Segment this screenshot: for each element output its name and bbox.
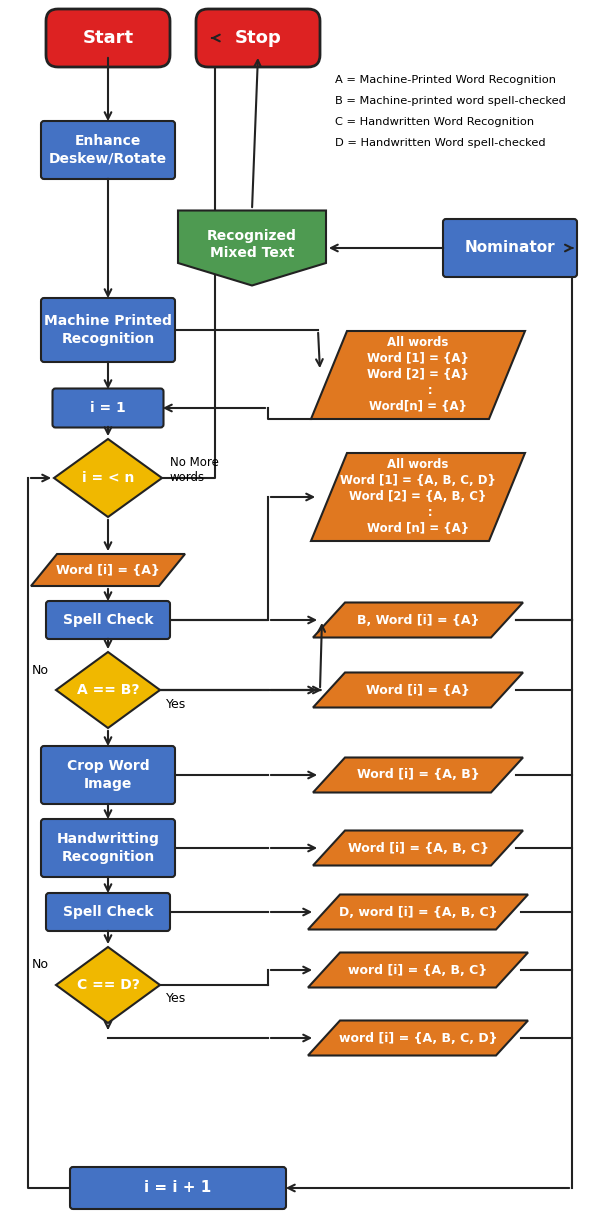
- Text: Machine Printed
Recognition: Machine Printed Recognition: [44, 314, 172, 346]
- FancyBboxPatch shape: [46, 601, 170, 639]
- Text: D, word [i] = {A, B, C}: D, word [i] = {A, B, C}: [339, 906, 497, 919]
- Polygon shape: [313, 602, 523, 637]
- Text: Word [i] = {A}: Word [i] = {A}: [366, 684, 470, 696]
- Polygon shape: [54, 439, 162, 517]
- FancyBboxPatch shape: [41, 298, 175, 362]
- Text: Handwritting
Recognition: Handwritting Recognition: [57, 833, 160, 864]
- Text: Crop Word
Image: Crop Word Image: [67, 759, 149, 791]
- FancyBboxPatch shape: [443, 219, 577, 277]
- Text: Enhance
Deskew/Rotate: Enhance Deskew/Rotate: [49, 134, 167, 165]
- Polygon shape: [308, 952, 528, 988]
- FancyBboxPatch shape: [41, 819, 175, 877]
- Text: Start: Start: [83, 30, 134, 47]
- Text: Yes: Yes: [166, 993, 186, 1005]
- Text: Spell Check: Spell Check: [63, 906, 153, 919]
- FancyBboxPatch shape: [70, 1167, 286, 1209]
- Text: Word [i] = {A}: Word [i] = {A}: [56, 563, 160, 577]
- Polygon shape: [313, 673, 523, 707]
- Text: Yes: Yes: [166, 697, 186, 711]
- FancyBboxPatch shape: [46, 9, 170, 67]
- Polygon shape: [308, 1020, 528, 1056]
- Polygon shape: [313, 758, 523, 792]
- Polygon shape: [31, 554, 185, 586]
- Text: Spell Check: Spell Check: [63, 614, 153, 627]
- Text: All words
Word [1] = {A}
Word [2] = {A}
      :
Word[n] = {A}: All words Word [1] = {A} Word [2] = {A} …: [367, 336, 469, 414]
- Text: No: No: [31, 958, 49, 972]
- FancyBboxPatch shape: [41, 121, 175, 179]
- Polygon shape: [178, 211, 326, 286]
- Text: C == D?: C == D?: [76, 978, 139, 992]
- Text: i = < n: i = < n: [82, 471, 134, 485]
- FancyBboxPatch shape: [196, 9, 320, 67]
- Text: Stop: Stop: [235, 30, 282, 47]
- Polygon shape: [311, 331, 525, 419]
- Text: No More
words: No More words: [170, 456, 219, 484]
- Text: A == B?: A == B?: [77, 683, 139, 697]
- Text: No: No: [31, 664, 49, 676]
- Text: C = Handwritten Word Recognition: C = Handwritten Word Recognition: [335, 117, 534, 127]
- Text: word [i] = {A, B, C, D}: word [i] = {A, B, C, D}: [339, 1031, 497, 1045]
- Polygon shape: [56, 652, 160, 728]
- Polygon shape: [308, 894, 528, 929]
- Text: B = Machine-printed word spell-checked: B = Machine-printed word spell-checked: [335, 96, 566, 106]
- Text: i = 1: i = 1: [90, 400, 126, 415]
- Polygon shape: [56, 947, 160, 1023]
- FancyBboxPatch shape: [41, 747, 175, 804]
- Text: D = Handwritten Word spell-checked: D = Handwritten Word spell-checked: [335, 138, 546, 148]
- Polygon shape: [311, 453, 525, 541]
- Text: Word [i] = {A, B, C}: Word [i] = {A, B, C}: [347, 841, 488, 855]
- FancyBboxPatch shape: [46, 893, 170, 931]
- Text: Word [i] = {A, B}: Word [i] = {A, B}: [357, 769, 479, 781]
- Text: word [i] = {A, B, C}: word [i] = {A, B, C}: [349, 963, 488, 977]
- Text: A = Machine-Printed Word Recognition: A = Machine-Printed Word Recognition: [335, 75, 556, 85]
- FancyBboxPatch shape: [52, 388, 163, 428]
- Text: B, Word [i] = {A}: B, Word [i] = {A}: [357, 614, 479, 627]
- Text: i = i + 1: i = i + 1: [144, 1180, 212, 1195]
- Text: Nominator: Nominator: [464, 240, 555, 255]
- Text: Recognized
Mixed Text: Recognized Mixed Text: [207, 229, 297, 260]
- Polygon shape: [313, 830, 523, 866]
- Text: All words
Word [1] = {A, B, C, D}
Word [2] = {A, B, C}
      :
Word [n] = {A}: All words Word [1] = {A, B, C, D} Word […: [340, 458, 496, 536]
